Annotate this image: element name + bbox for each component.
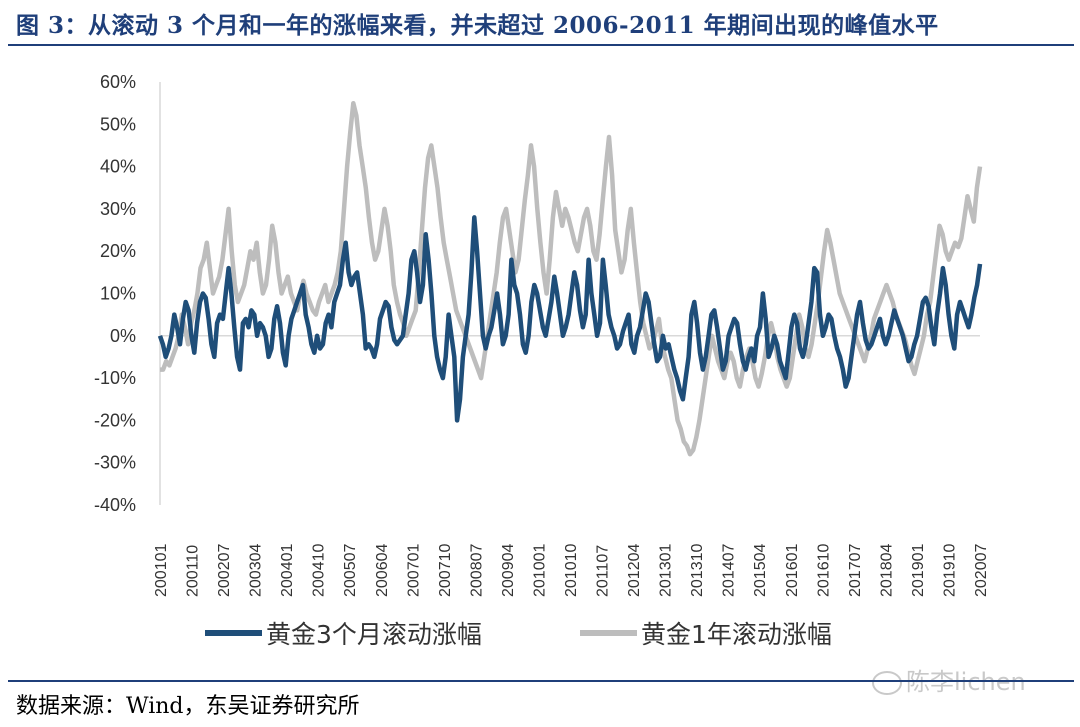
y-tick-label: 50% (100, 114, 136, 134)
data-source: 数据来源：Wind，东吴证券研究所 (16, 694, 360, 719)
watermark: 陈李lichen (872, 662, 1026, 697)
x-tick-label: 200701 (405, 544, 422, 597)
title-rule (8, 44, 1074, 46)
legend: 黄金3个月滚动涨幅 黄金1年滚动涨幅 (205, 620, 832, 649)
x-tick-label: 201301 (658, 544, 675, 597)
x-tick-label: 200110 (185, 545, 202, 597)
x-tick-label: 201901 (910, 544, 927, 597)
chart-title: 图 3：从滚动 3 个月和一年的涨幅来看，并未超过 2006-2011 年期间出… (16, 12, 939, 39)
x-tick-label: 201601 (784, 544, 801, 597)
y-tick-label: 60% (100, 72, 136, 92)
x-tick-label: 201204 (626, 544, 643, 597)
x-tick-label: 200507 (342, 544, 359, 597)
x-tick-label: 201010 (563, 544, 580, 597)
x-tick-label: 200101 (153, 544, 170, 597)
x-tick-label: 200401 (279, 544, 296, 597)
x-tick-label: 201504 (752, 544, 769, 597)
series-line-one-year (160, 100, 983, 457)
chart-canvas: 60% 50% 40% 30% 20% 10% 0% -10% -20% -30% -40% 200… (94, 72, 990, 649)
x-tick-label: 200304 (248, 544, 265, 597)
y-tick-label: 40% (100, 157, 136, 177)
x-tick-label: 201804 (878, 544, 895, 597)
x-tick-label: 201107 (595, 545, 612, 597)
y-tick-label: -20% (94, 410, 136, 430)
x-tick-label: 200904 (500, 544, 517, 597)
source-rule (8, 680, 1074, 682)
x-tick-label: 201610 (815, 544, 832, 597)
x-tick-label: 202007 (973, 544, 990, 597)
x-tick-label: 200410 (311, 544, 328, 597)
legend-label-one-year: 黄金1年滚动涨幅 (641, 620, 832, 649)
x-tick-label: 200807 (468, 544, 485, 597)
x-axis-labels: 200101 200110 200207 200304 200401 200410 2005… (153, 544, 990, 597)
y-tick-label: -40% (94, 495, 136, 515)
x-tick-label: 201707 (847, 544, 864, 597)
wechat-icon (872, 671, 902, 695)
y-tick-label: 0% (110, 326, 136, 346)
x-tick-label: 201001 (531, 544, 548, 597)
x-tick-label: 200207 (216, 544, 233, 597)
x-tick-label: 201310 (689, 544, 706, 597)
x-tick-label: 201910 (941, 544, 958, 597)
y-tick-label: 30% (100, 199, 136, 219)
watermark-text: 陈李lichen (906, 668, 1026, 696)
x-tick-label: 200710 (437, 544, 454, 597)
x-tick-label: 200604 (374, 544, 391, 597)
y-tick-label: -10% (94, 368, 136, 388)
legend-label-three-month: 黄金3个月滚动涨幅 (266, 620, 482, 649)
series-line-three-month (157, 215, 983, 423)
y-tick-label: 10% (100, 284, 136, 304)
x-tick-label: 201407 (721, 544, 738, 597)
y-tick-label: 20% (100, 241, 136, 261)
y-axis-labels: 60% 50% 40% 30% 20% 10% 0% -10% -20% -30% -40% (94, 72, 136, 515)
y-tick-label: -30% (94, 453, 136, 473)
